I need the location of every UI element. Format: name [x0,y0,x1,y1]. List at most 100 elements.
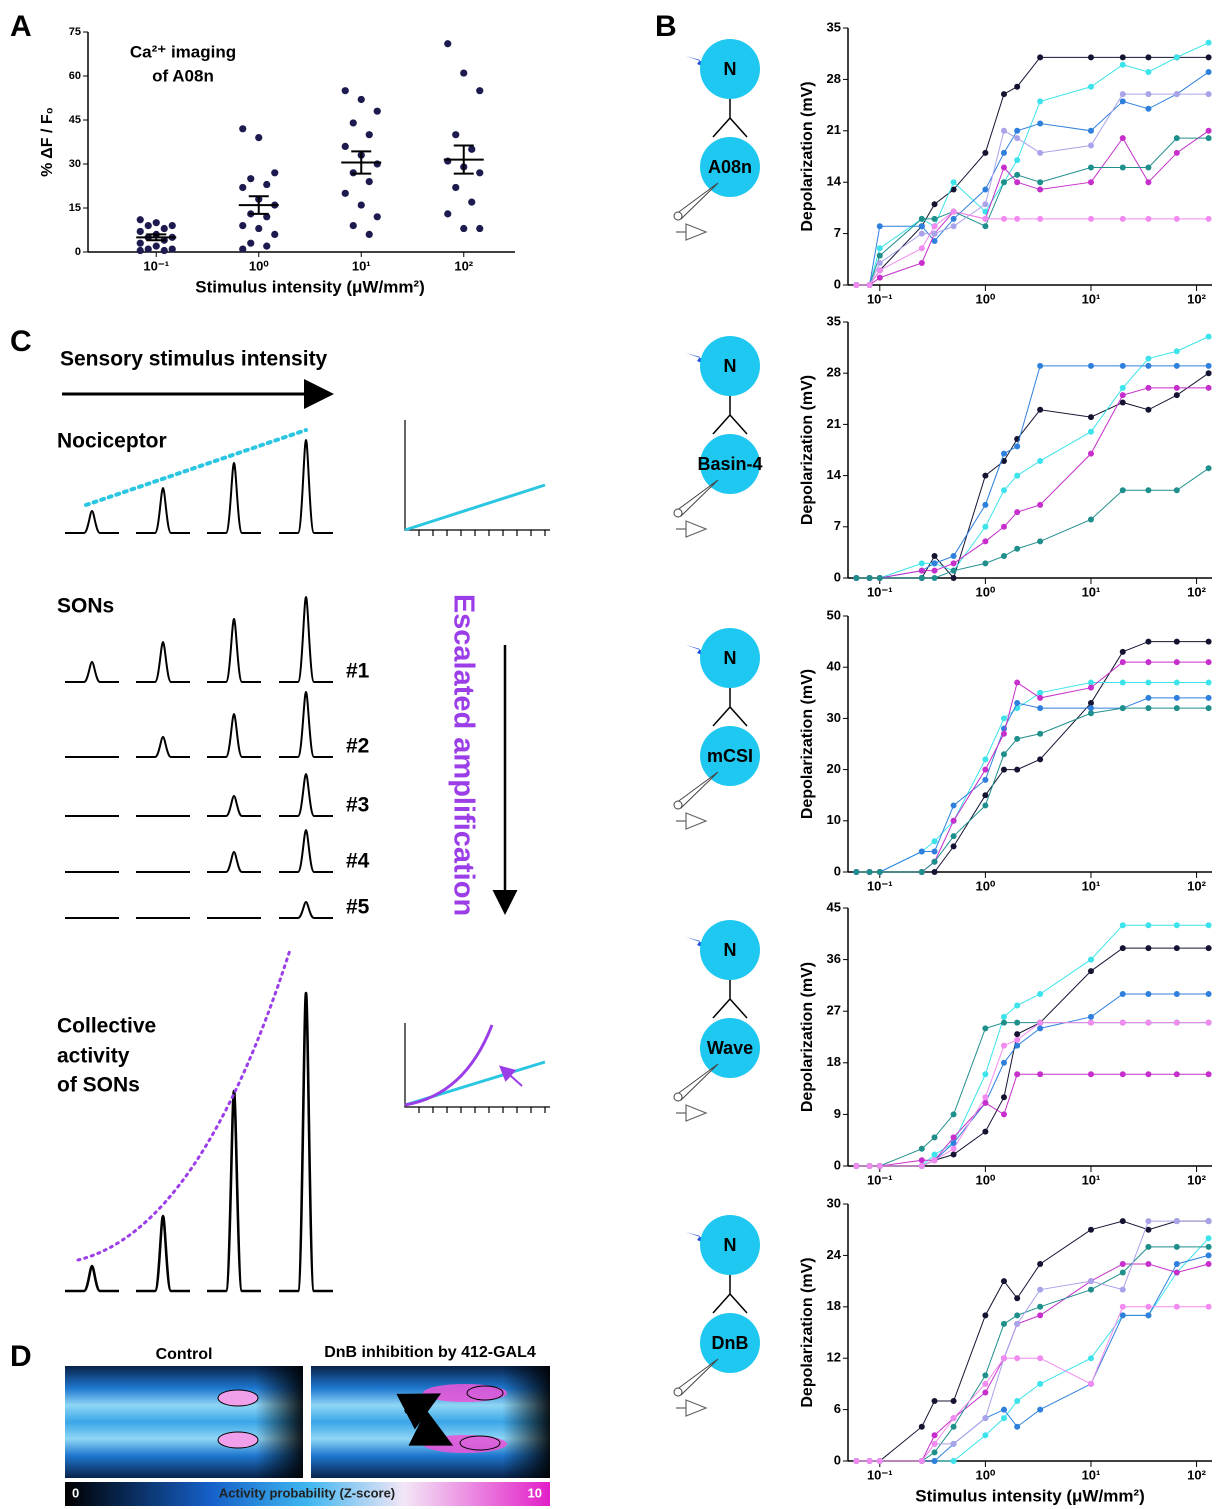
data-point [1087,142,1094,149]
data-point [1087,1019,1094,1026]
data-point [1145,1312,1152,1319]
data-point [950,1151,957,1158]
data-point [918,1163,925,1169]
data-point [1145,164,1152,171]
heatmap-inhibition [311,1366,550,1478]
data-point [1119,399,1126,406]
data-point [1173,1019,1180,1026]
data-point [918,1458,925,1464]
series-line [856,42,1209,286]
spike-trace [207,461,261,534]
data-point [1014,509,1021,516]
y-axis-label: Depolarization (mV) [799,669,816,819]
data-point [341,189,349,197]
data-point [1014,443,1021,450]
data-point [982,538,989,545]
data-point [853,575,860,581]
data-point [1205,1235,1212,1242]
data-point [866,1163,873,1169]
data-point [1205,638,1212,645]
data-point [982,1415,989,1422]
panel-label: D [10,1340,32,1373]
data-point [853,1458,860,1464]
x-tick-label: 10² [1187,1467,1206,1482]
son-label: #3 [346,794,369,817]
data-point [1087,1380,1094,1387]
data-point [866,1458,873,1464]
x-axis-label: Stimulus intensity (μW/mm²) [915,1486,1145,1505]
data-point [1119,945,1126,952]
data-point [982,1389,989,1396]
data-point [1087,1071,1094,1078]
x-tick-label: 10⁻¹ [867,1172,893,1187]
collective-label: activity [57,1045,130,1068]
data-point [1145,945,1152,952]
data-point [1000,1042,1007,1049]
data-point [982,501,989,508]
data-point [349,119,357,127]
data-point [1087,1278,1094,1285]
data-point [1037,1303,1044,1310]
data-point [1173,694,1180,701]
colorbar-label: Activity probability (Z-score) [219,1485,395,1500]
y-tick-label: 35 [827,313,841,328]
x-tick-label: 10⁰ [976,1172,996,1187]
data-point [1000,553,1007,560]
data-point [931,848,938,855]
colorbar-max: 10 [528,1485,542,1500]
heatmap-title: DnB inhibition by 412-GAL4 [324,1344,536,1361]
data-point [263,213,271,221]
neuron-stimulated [700,1215,760,1275]
neuron-stimulated [700,336,760,396]
data-point [160,224,168,233]
data-point [1087,968,1094,975]
y-tick-label: 28 [827,365,841,380]
son-label: #5 [346,896,370,919]
spike-trace [136,640,190,683]
data-point [365,230,373,238]
series-line [856,56,1209,286]
neuron-recorded [700,1018,760,1078]
data-point [1014,1031,1021,1038]
data-point [1119,1071,1126,1078]
stimulus-arrow-label: Sensory stimulus intensity [60,348,328,371]
data-point [1087,700,1094,707]
data-point [950,1398,957,1405]
series-line [856,211,1209,286]
data-point [1145,355,1152,362]
data-point [271,230,279,238]
data-point [1173,945,1180,952]
x-tick-label: 10⁻¹ [867,291,893,306]
data-point [982,1380,989,1387]
y-tick-label: 30 [827,710,841,725]
data-point [950,553,957,560]
data-point [1145,384,1152,391]
data-point [1000,1278,1007,1285]
data-point [1145,1260,1152,1267]
series-line [856,1022,1209,1167]
data-point [1014,1042,1021,1049]
synapse [712,980,748,1019]
data-point [1145,105,1152,112]
data-point [931,575,938,581]
data-point [1014,215,1021,222]
series-line [856,1263,1209,1462]
data-point [1119,362,1126,369]
data-point [263,180,271,189]
panel-label: C [10,325,32,358]
escalation-arrow [499,1065,523,1087]
data-point [1173,149,1180,156]
data-point [1000,1406,1007,1413]
data-point [918,245,925,252]
data-point [1014,83,1021,90]
data-point [1000,1019,1007,1026]
data-point [1145,638,1152,645]
data-point [1145,91,1152,98]
data-point [1205,705,1212,712]
data-point [1205,333,1212,340]
y-axis-label: % ΔF / F₀ [39,107,56,177]
error-bar [351,150,372,175]
y-tick-label: 0 [834,863,841,878]
data-point [1014,1002,1021,1009]
